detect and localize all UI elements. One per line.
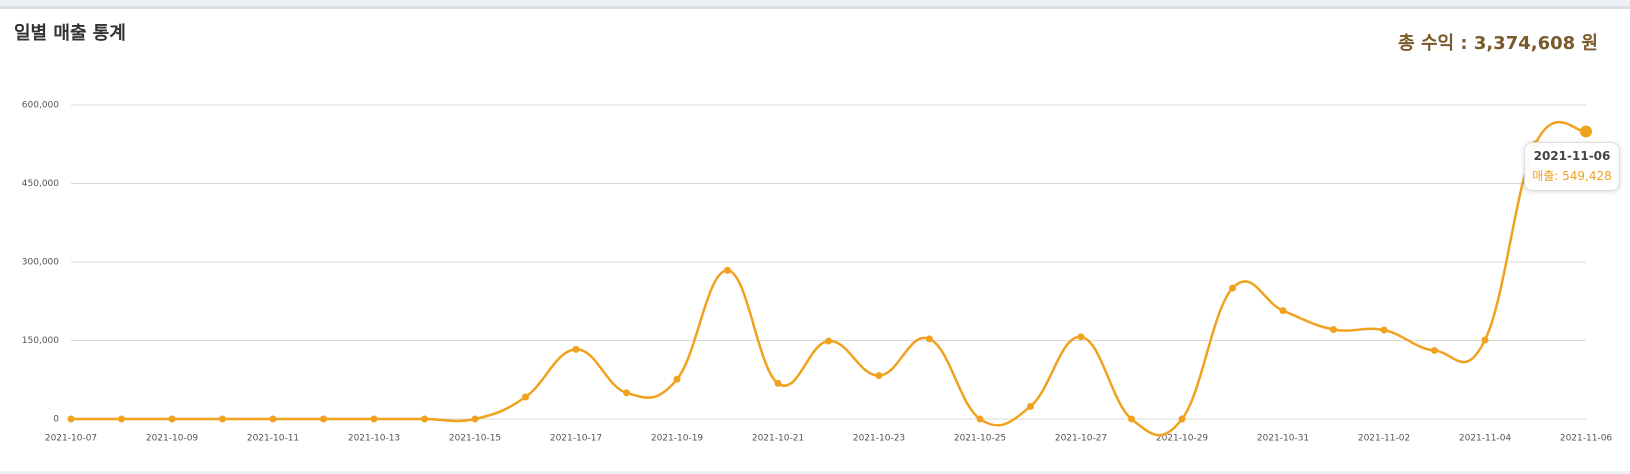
x-tick-label: 2021-10-09: [146, 434, 199, 444]
point: [522, 393, 529, 401]
x-tick-label: 2021-10-11: [247, 434, 299, 444]
x-tick-label: 2021-11-06: [1560, 434, 1613, 444]
y-tick-label: 300,000: [22, 258, 59, 268]
point: [471, 415, 479, 423]
x-tick-label: 2021-11-04: [1459, 434, 1512, 444]
point: [1580, 125, 1592, 138]
y-tick-label: 0: [53, 415, 59, 425]
point: [320, 415, 327, 423]
point: [1077, 333, 1085, 341]
point: [825, 337, 832, 345]
x-tick-label: 2021-11-02: [1358, 434, 1410, 444]
point: [1229, 284, 1236, 292]
point: [724, 266, 731, 274]
x-tick-label: 2021-10-13: [348, 434, 400, 444]
tooltip: 2021-11-06 매출: 549,428: [1524, 142, 1620, 191]
point: [219, 415, 226, 423]
x-tick-label: 2021-10-15: [449, 434, 501, 444]
x-tick-label: 2021-10-29: [1156, 434, 1209, 444]
x-tick-label: 2021-10-27: [1055, 434, 1107, 444]
x-tick-label: 2021-10-31: [1257, 434, 1309, 444]
y-tick-label: 150,000: [22, 336, 59, 346]
x-tick-label: 2021-10-21: [752, 434, 804, 444]
point: [1380, 326, 1388, 334]
point: [1178, 415, 1186, 423]
point: [421, 415, 428, 423]
point: [118, 415, 125, 423]
point: [370, 415, 378, 423]
point: [168, 415, 176, 423]
point: [67, 415, 75, 423]
point: [623, 389, 630, 397]
point: [1279, 307, 1287, 315]
x-tick-label: 2021-10-25: [954, 434, 1006, 444]
point: [673, 375, 681, 383]
point: [976, 415, 984, 423]
point: [1481, 336, 1489, 344]
card-title: 일별 매출 통계: [14, 23, 126, 44]
point: [774, 379, 782, 387]
line: [71, 120, 1587, 437]
point: [1027, 402, 1034, 410]
total-revenue: 총 수익 : 3,374,608 원: [1398, 33, 1598, 54]
point: [269, 415, 277, 423]
point: [1431, 346, 1438, 354]
point: [572, 345, 580, 353]
x-tick-label: 2021-10-19: [651, 434, 704, 444]
point: [1330, 326, 1337, 334]
x-tick-label: 2021-10-07: [45, 434, 97, 444]
tooltip-title: 2021-11-06: [1533, 149, 1611, 163]
x-tick-label: 2021-10-23: [853, 434, 905, 444]
point: [875, 372, 883, 380]
y-tick-label: 600,000: [22, 101, 59, 111]
y-tick-label: 450,000: [22, 179, 59, 189]
x-tick-label: 2021-10-17: [550, 434, 602, 444]
card: 일별 매출 통계 총 수익 : 3,374,608 원: [0, 6, 1630, 471]
point: [926, 335, 933, 343]
point: [1128, 415, 1135, 423]
tooltip-text: 매출: 549,428: [1532, 169, 1612, 183]
